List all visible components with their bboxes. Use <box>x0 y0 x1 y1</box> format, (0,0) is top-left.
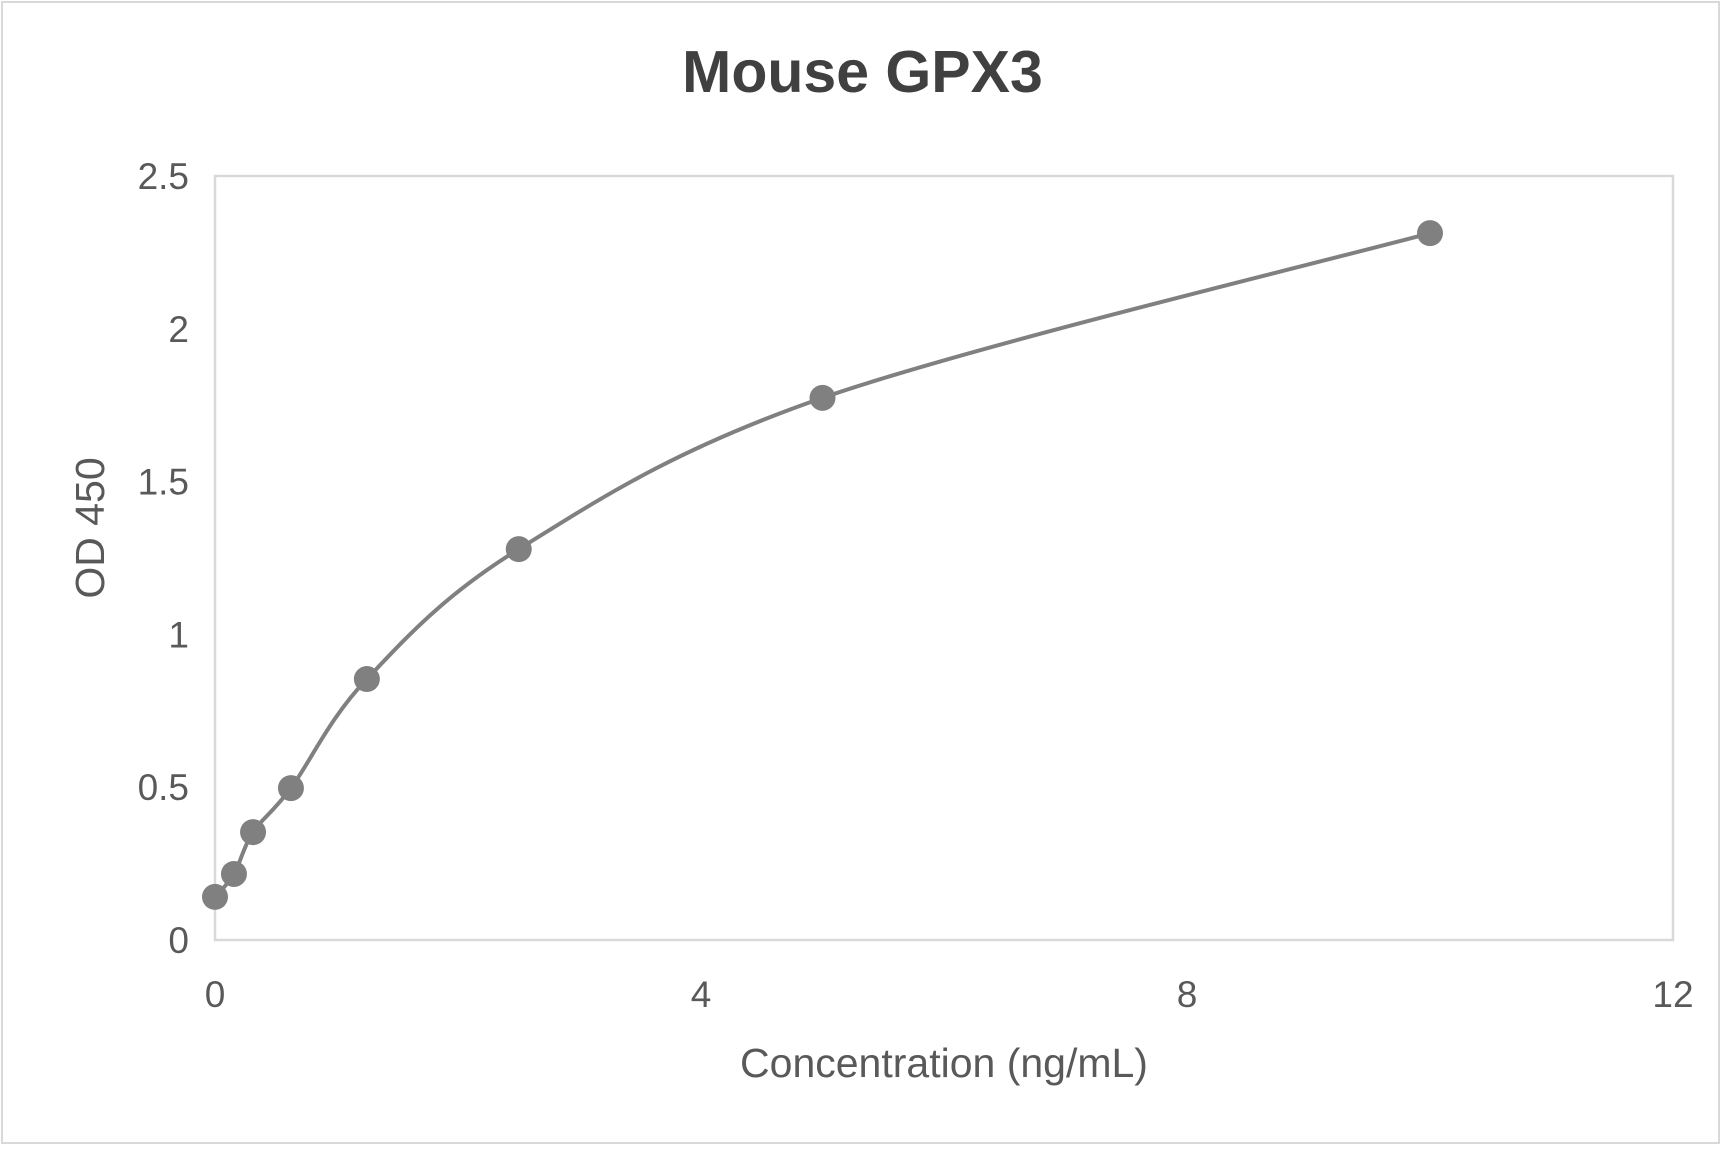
data-point <box>353 666 380 693</box>
data-point <box>1417 220 1443 247</box>
plot-area <box>213 174 1675 942</box>
y-tick-label: 0 <box>168 920 189 961</box>
y-tick-label: 2 <box>168 309 189 350</box>
series-markers <box>202 220 1443 910</box>
y-axis-ticks: 0 0.5 1 1.5 2 2.5 <box>138 156 189 961</box>
y-tick-label: 2.5 <box>138 156 189 197</box>
y-tick-label: 0.5 <box>138 767 189 808</box>
data-point <box>220 860 247 887</box>
x-tick-label: 8 <box>1177 974 1198 1015</box>
data-point <box>240 819 267 846</box>
chart-title: Mouse GPX3 <box>682 39 1043 105</box>
y-axis-label: OD 450 <box>67 457 113 598</box>
x-axis-ticks: 0 4 8 12 <box>205 974 1694 1015</box>
x-tick-label: 12 <box>1652 974 1693 1015</box>
series-line <box>213 231 1431 899</box>
x-tick-label: 4 <box>691 974 712 1015</box>
data-point <box>809 384 836 411</box>
data-point <box>505 536 532 563</box>
x-axis-label: Concentration (ng/mL) <box>740 1040 1148 1086</box>
x-tick-label: 0 <box>205 974 226 1015</box>
y-tick-label: 1 <box>168 614 189 655</box>
y-tick-label: 1.5 <box>138 462 189 503</box>
data-point <box>277 775 304 802</box>
data-point <box>202 883 228 910</box>
